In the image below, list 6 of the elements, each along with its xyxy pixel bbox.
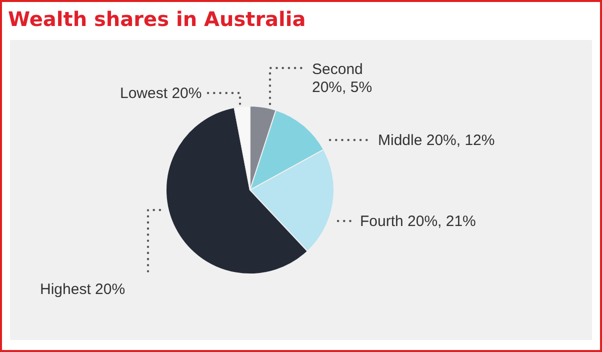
slice-label: Lowest 20% xyxy=(120,85,202,102)
slice-label: Fourth 20%, 21% xyxy=(360,213,476,230)
slice-label: Second 20%, 5% xyxy=(312,61,372,96)
slice-label: Middle 20%, 12% xyxy=(378,132,495,149)
slice-label: Highest 20% xyxy=(40,281,126,298)
chart-title: Wealth shares in Australia xyxy=(8,7,306,31)
